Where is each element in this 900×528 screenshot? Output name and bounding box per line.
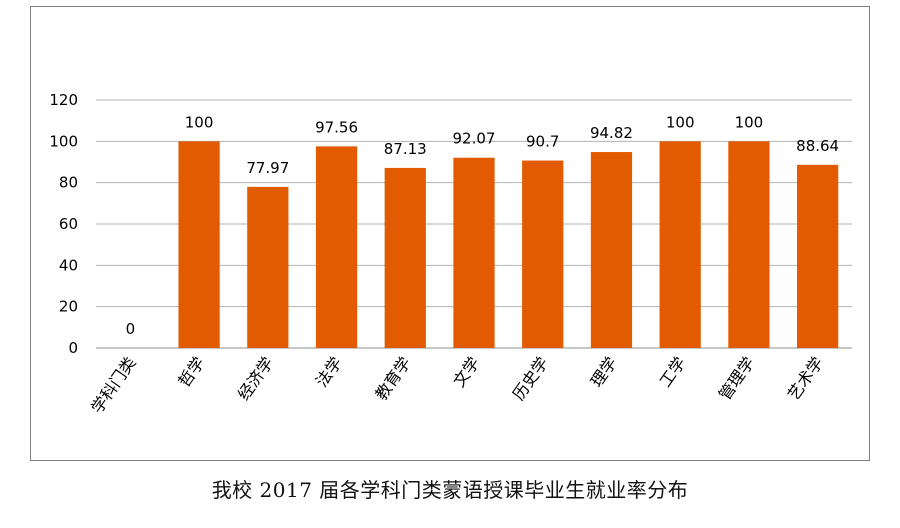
data-label: 100 bbox=[666, 113, 695, 131]
category-labels: 学科门类 哲学 经济学 法学 教育学 文学 历史学 理学 工学 管理学 艺术学 bbox=[87, 353, 827, 416]
bar bbox=[728, 141, 770, 348]
data-label: 77.97 bbox=[246, 159, 289, 177]
x-tick-label: 文学 bbox=[449, 353, 483, 390]
data-label: 97.56 bbox=[315, 118, 358, 136]
x-tick-label: 历史学 bbox=[509, 353, 552, 403]
x-tick-label: 哲学 bbox=[174, 353, 208, 390]
data-labels: 0 100 77.97 97.56 87.13 92.07 90.7 94.82 100 100 8… bbox=[126, 113, 840, 338]
x-tick-label: 法学 bbox=[312, 353, 346, 390]
bar bbox=[797, 164, 839, 348]
data-label: 88.64 bbox=[796, 137, 839, 155]
y-tick-label: 0 bbox=[68, 339, 78, 357]
data-label: 0 bbox=[126, 320, 136, 338]
y-tick-label: 80 bbox=[59, 174, 78, 192]
bar bbox=[247, 186, 289, 348]
x-tick-label: 工学 bbox=[656, 353, 690, 390]
x-tick-label: 艺术学 bbox=[784, 353, 827, 403]
data-label: 87.13 bbox=[384, 140, 427, 158]
x-tick-label: 经济学 bbox=[234, 353, 277, 403]
data-label: 92.07 bbox=[453, 130, 496, 148]
bar bbox=[659, 141, 701, 348]
x-tick-label: 学科门类 bbox=[87, 353, 139, 416]
x-tick-label: 教育学 bbox=[371, 353, 414, 403]
y-axis-ticks: 0 20 40 60 80 100 120 bbox=[49, 91, 78, 357]
bar bbox=[522, 160, 564, 348]
x-tick-label: 理学 bbox=[587, 353, 621, 390]
bar-chart: 0 20 40 60 80 100 120 0 100 77.97 97.56 87.13 92.07… bbox=[49, 91, 852, 417]
y-tick-label: 120 bbox=[49, 91, 78, 109]
data-label: 100 bbox=[735, 113, 764, 131]
y-tick-label: 40 bbox=[59, 256, 78, 274]
x-tick-label: 管理学 bbox=[715, 353, 758, 403]
y-tick-label: 100 bbox=[49, 132, 78, 150]
bars bbox=[178, 141, 839, 348]
data-label: 94.82 bbox=[590, 124, 633, 142]
bar bbox=[384, 167, 426, 348]
bar bbox=[590, 152, 633, 348]
y-tick-label: 20 bbox=[59, 298, 78, 316]
data-label: 100 bbox=[185, 113, 214, 131]
y-tick-label: 60 bbox=[59, 215, 78, 233]
bar bbox=[315, 146, 358, 348]
bar bbox=[453, 157, 495, 348]
chart-caption: 我校 2017 届各学科门类蒙语授课毕业生就业率分布 bbox=[211, 478, 689, 502]
bar bbox=[178, 141, 220, 348]
data-label: 90.7 bbox=[526, 133, 559, 151]
